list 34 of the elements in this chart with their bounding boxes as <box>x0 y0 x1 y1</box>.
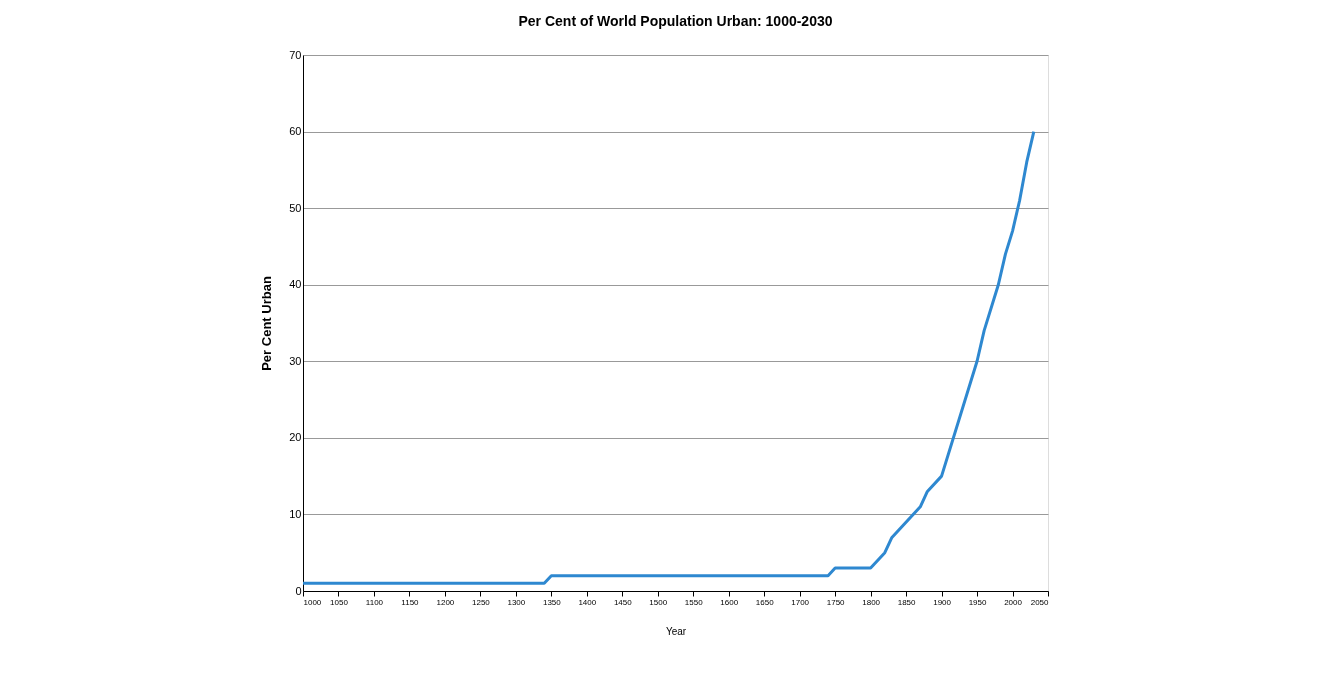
x-tick-label: 1750 <box>826 597 846 607</box>
x-tick-label: 1050 <box>330 597 349 607</box>
x-tick-label: 1450 <box>613 597 633 607</box>
x-tick-label: 1950 <box>968 597 987 607</box>
x-tick-label: 1400 <box>578 597 597 607</box>
chart-title: Per Cent of World Population Urban: 1000-2030 <box>518 13 833 29</box>
y-tick-label: 30 <box>289 354 302 367</box>
x-tick-label: 1300 <box>507 597 526 607</box>
x-tick-label: 1900 <box>933 597 952 607</box>
line-series <box>301 130 1036 585</box>
x-tick-label: 1800 <box>862 597 881 607</box>
x-tick-label: 1150 <box>401 597 420 607</box>
x-tick-label: 1700 <box>791 597 810 607</box>
x-tick-label: 2000 <box>1004 597 1023 607</box>
x-tick-label: 1100 <box>365 597 384 607</box>
x-tick-label: 1850 <box>897 597 917 607</box>
y-axis-title: Per Cent Urban <box>259 276 275 371</box>
x-tick-label: 1250 <box>471 597 491 607</box>
x-tick-label: 2050 <box>1030 597 1050 607</box>
x-tick-label: 1550 <box>684 597 704 607</box>
y-tick-label: 10 <box>289 507 302 520</box>
y-tick-label: 20 <box>289 431 302 444</box>
x-tick-label: 1500 <box>649 597 668 607</box>
y-tick-label: 50 <box>289 201 302 214</box>
x-tick-label: 1600 <box>720 597 739 607</box>
y-tick-label: 40 <box>289 278 302 291</box>
x-tick-label: 1200 <box>436 597 455 607</box>
y-tick-label: 70 <box>289 48 302 61</box>
x-tick-label: 1000 <box>303 597 322 607</box>
y-tick-label: 60 <box>289 125 302 138</box>
y-tick-label: 0 <box>295 584 302 597</box>
x-tick-label: 1350 <box>542 597 562 607</box>
x-tick-label: 1650 <box>755 597 775 607</box>
x-axis-title: Year <box>665 625 687 637</box>
